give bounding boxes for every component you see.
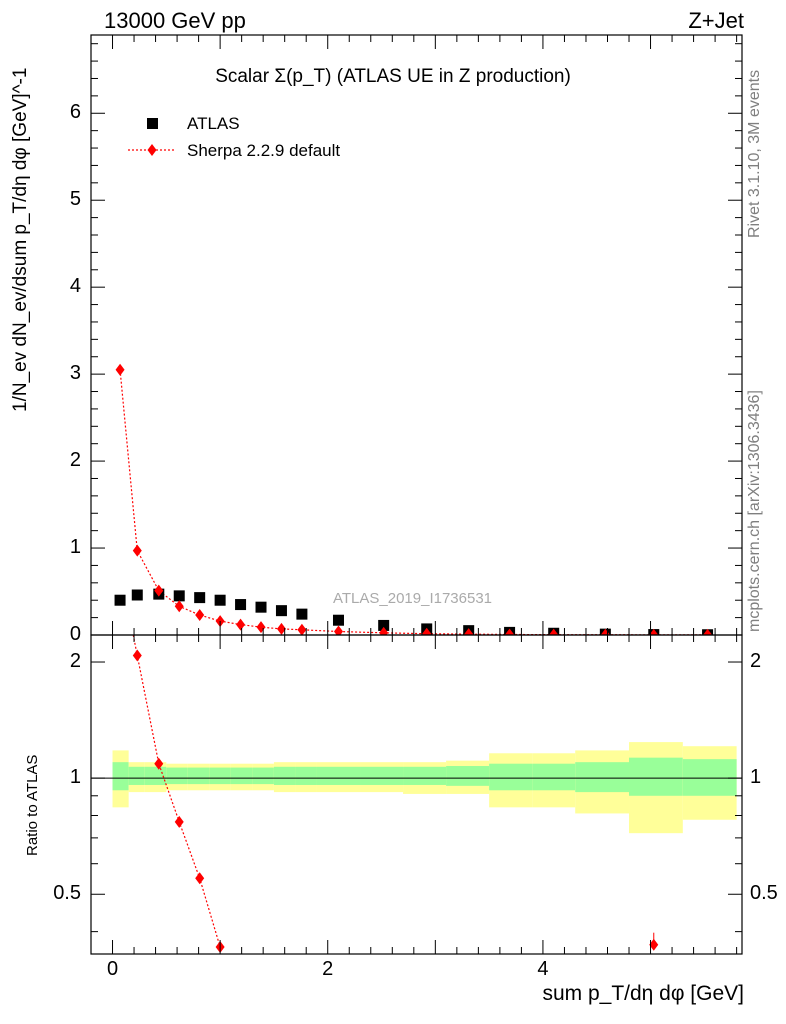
inner-band-bin [128,766,145,785]
sherpa-ratio-point [132,649,142,662]
main-y-tick-label: 3 [69,362,81,385]
sherpa-data-point [422,627,432,635]
analysis-watermark: ATLAS_2019_I1736531 [333,590,493,607]
atlas-data-point [114,594,126,606]
legend [128,118,176,156]
rivet-version-label: Rivet 3.1.10, 3M events [746,69,763,238]
inner-band-bin [209,767,231,785]
ratio-y-tick-label-right: 0.5 [750,882,778,905]
atlas-data-point [214,594,226,606]
x-tick-label: 0 [106,958,119,980]
sherpa-ratio-point [174,815,184,828]
sherpa-data-point [256,621,266,634]
ratio-y-tick-label: 2 [69,650,81,673]
inner-band-bin [273,766,296,785]
sherpa-data-point [505,628,515,635]
atlas-data-point [296,608,308,620]
inner-band-bin [629,757,683,796]
atlas-data-point [131,589,143,601]
inner-band-bin [295,766,317,785]
mcplots-credit-label: mcplots.cern.ch [arXiv:1306.3436] [746,390,763,632]
atlas-data-point [255,601,267,613]
sherpa-data-point [649,628,659,635]
ratio-plot-data [116,562,659,953]
inner-band-bin [144,766,167,785]
sherpa-data-point [703,628,713,635]
ratio-y-tick-label-right: 2 [750,650,762,673]
main-y-tick-label: 4 [69,275,81,298]
plot-title: Scalar Σ(p_T) (ATLAS UE in Z production) [215,66,571,87]
atlas-data-point [332,614,344,626]
sherpa-data-point [276,622,286,635]
sherpa-ratio-line [132,635,221,948]
legend-atlas-marker [147,118,158,129]
atlas-data-point [194,592,206,604]
sherpa-data-point [379,626,389,635]
ratio-y-axis-label: Ratio to ATLAS [24,754,41,856]
inner-band-bin [360,766,404,785]
atlas-data-point [173,590,185,602]
inner-band-bin [489,763,533,791]
legend-sherpa-label: Sherpa 2.2.9 default [187,141,341,160]
legend-atlas-label: ATLAS [187,114,240,133]
main-y-axis-label: 1/N_ev dN_ev/dsum p_T/dη dφ [GeV]^-1 [10,67,31,412]
main-y-tick-label: 1 [69,536,81,559]
x-tick-label: 4 [537,958,549,980]
atlas-data-point [378,619,390,631]
sherpa-data-point [464,628,474,635]
inner-band-bin [403,766,447,785]
sherpa-data-point [297,623,307,635]
inner-band-bin [187,767,210,785]
inner-band-bin [316,766,361,785]
atlas-data-point [235,599,247,611]
sherpa-data-point [132,544,142,557]
sherpa-data-point [174,600,184,613]
ratio-y-tick-label: 1 [69,766,81,789]
sherpa-data-point [549,628,559,635]
inner-band-bin [112,762,129,791]
ratio-y-tick-label: 0.5 [53,882,81,905]
main-y-tick-label: 6 [69,101,81,124]
sherpa-data-point [115,363,125,376]
sherpa-data-point [154,584,164,597]
inner-band-bin [446,766,490,786]
atlas-data-point [275,605,287,617]
inner-band-bin [252,767,274,785]
main-y-tick-label: 5 [69,188,81,211]
main-plot-data [114,363,714,635]
axis-ticks [90,35,742,954]
inner-band-bin [575,762,630,793]
header-collision-label: 13000 GeV pp [104,8,246,33]
inner-band-bin [682,759,737,796]
inner-band-bin [166,767,188,785]
uncertainty-bands [112,742,737,834]
main-y-tick-label: 2 [69,449,81,472]
sherpa-ratio-point [195,872,205,885]
ratio-plot-frame [90,634,743,955]
sherpa-ratio-point [154,757,164,770]
x-axis-label: sum p_T/dη dφ [GeV] [542,982,744,1005]
sherpa-data-point [195,609,205,621]
inner-band-bin [532,763,576,791]
sherpa-data-point [236,618,246,631]
main-y-tick-label: 0 [69,623,81,645]
x-tick-label: 2 [322,958,334,980]
sherpa-data-point [333,625,343,635]
legend-sherpa-marker [147,144,157,156]
header-process-label: Z+Jet [688,8,744,33]
inner-band-bin [230,767,253,785]
sherpa-ratio-point [116,562,125,574]
ratio-y-tick-label-right: 1 [750,766,762,789]
